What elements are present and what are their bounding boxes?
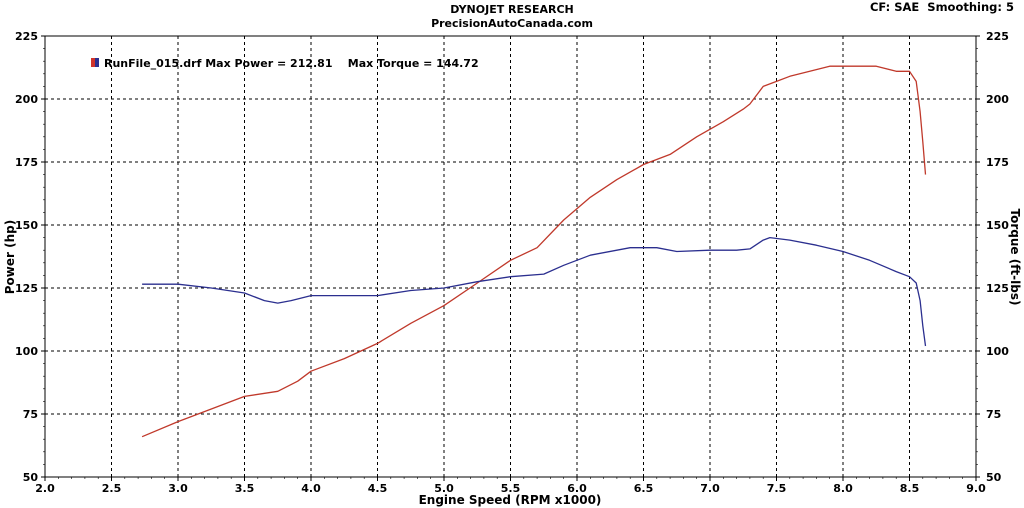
x-tick-label: 8.0: [833, 482, 853, 495]
y-tick-label-right: 75: [986, 408, 1001, 421]
x-tick-label: 4.5: [368, 482, 388, 495]
chart-title: DYNOJET RESEARCH: [450, 3, 574, 16]
legend: RunFile_015.drf Max Power = 212.81 Max T…: [91, 57, 479, 70]
legend-swatch-red: [91, 58, 95, 67]
x-tick-label: 2.0: [35, 482, 55, 495]
y-tick-label-right: 50: [986, 471, 1002, 484]
tick-labels: 2.0 2.5 3.0 3.5 4.0 4.5 5.0 5.5 6.0 6.5 7.0 7.5 8.0 8…: [15, 30, 1009, 495]
y-tick-label-left: 75: [23, 408, 38, 421]
y-tick-label-right: 100: [986, 345, 1009, 358]
y-tick-label-right: 125: [986, 282, 1009, 295]
y-tick-label-left: 125: [15, 282, 38, 295]
y-tick-label-right: 150: [986, 219, 1009, 232]
x-tick-label: 7.5: [767, 482, 787, 495]
legend-swatch-blue: [95, 58, 99, 67]
series-line-torque: [142, 236, 927, 347]
x-tick-label: 3.5: [235, 482, 255, 495]
x-tick-label: 5.5: [501, 482, 521, 495]
correction-info: CF: SAE Smoothing: 5: [870, 0, 1014, 14]
series-lines: [141, 65, 927, 438]
y-tick-label-left: 175: [15, 156, 38, 169]
x-tick-label: 8.5: [900, 482, 920, 495]
x-tick-label: 2.5: [102, 482, 122, 495]
x-tick-label: 4.0: [301, 482, 321, 495]
y-tick-label-right: 225: [986, 30, 1009, 43]
y-tick-label-right: 200: [986, 93, 1009, 106]
y-tick-label-left: 225: [15, 30, 38, 43]
x-tick-label: 6.5: [634, 482, 654, 495]
cf-label: CF: SAE: [869, 0, 920, 14]
legend-text: RunFile_015.drf Max Power = 212.81 Max T…: [104, 57, 479, 70]
x-tick-label: 5.0: [434, 482, 454, 495]
y-tick-label-left: 100: [15, 345, 38, 358]
smoothing-label: Smoothing: 5: [927, 0, 1014, 14]
y-axis-label-right: Torque (ft-lbs): [1008, 209, 1022, 306]
chart-subtitle: PrecisionAutoCanada.com: [431, 17, 593, 30]
x-tick-label: 9.0: [966, 482, 986, 495]
series-line-power: [141, 65, 927, 438]
y-tick-label-left: 200: [15, 93, 38, 106]
x-tick-label: 6.0: [567, 482, 587, 495]
grid-lines: [45, 36, 976, 477]
y-tick-label-left: 150: [15, 219, 38, 232]
y-tick-label-right: 175: [986, 156, 1009, 169]
x-axis-label: Engine Speed (RPM x1000): [419, 493, 602, 507]
y-tick-label-left: 50: [23, 471, 39, 484]
y-axis-label-left: Power (hp): [3, 220, 17, 294]
x-tick-label: 7.0: [700, 482, 720, 495]
x-tick-label: 3.0: [168, 482, 188, 495]
